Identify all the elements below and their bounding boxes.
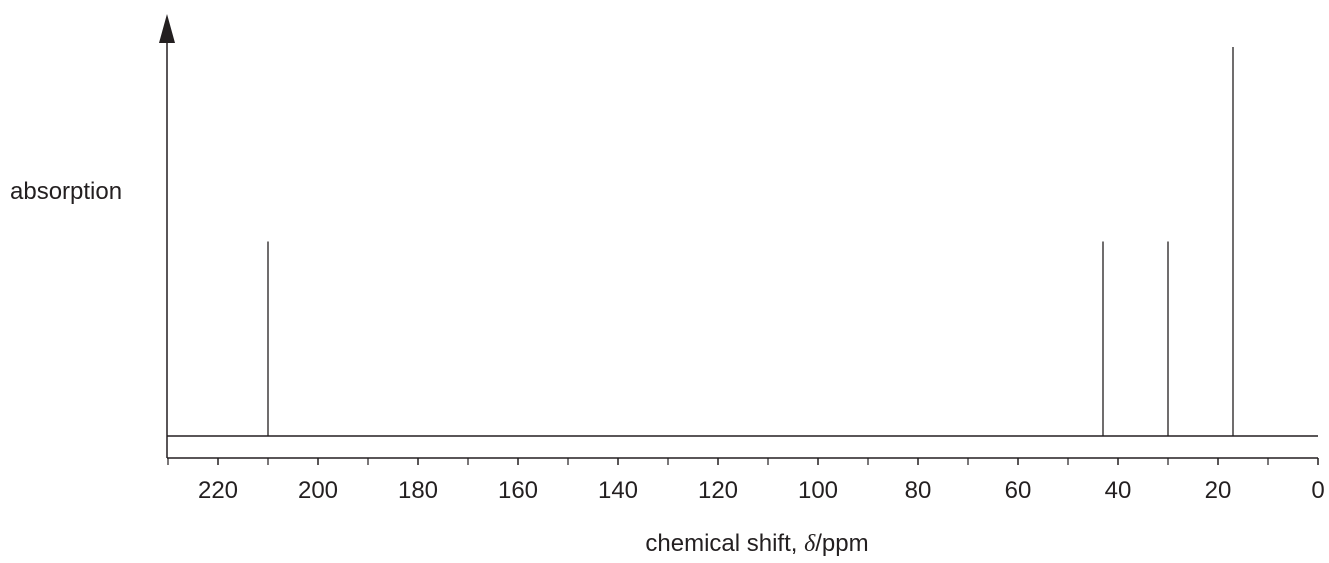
x-axis-tick-labels: 220 200 180 160 140 120 100 80 60 40 20 0	[198, 477, 1325, 504]
x-tick-label: 200	[298, 477, 338, 504]
x-tick-label: 220	[198, 477, 238, 504]
x-axis-title-prefix: chemical shift,	[645, 530, 804, 557]
x-tick-label: 140	[598, 477, 638, 504]
x-tick-label: 20	[1205, 477, 1232, 504]
x-tick-label: 100	[798, 477, 838, 504]
delta-symbol: δ	[804, 531, 816, 557]
x-tick-label: 60	[1005, 477, 1032, 504]
y-axis-title: absorption	[10, 178, 122, 205]
x-tick-label: 80	[905, 477, 932, 504]
x-tick-label: 120	[698, 477, 738, 504]
x-axis-title-suffix: /ppm	[815, 530, 868, 557]
x-tick-label: 0	[1311, 477, 1324, 504]
x-axis-title: chemical shift, δ/ppm	[645, 530, 868, 557]
x-tick-label: 40	[1105, 477, 1132, 504]
spectrum-peaks	[267, 47, 1234, 436]
x-axis-ticks	[167, 458, 1319, 465]
y-axis-arrow	[159, 14, 175, 43]
x-tick-label: 180	[398, 477, 438, 504]
x-tick-label: 160	[498, 477, 538, 504]
